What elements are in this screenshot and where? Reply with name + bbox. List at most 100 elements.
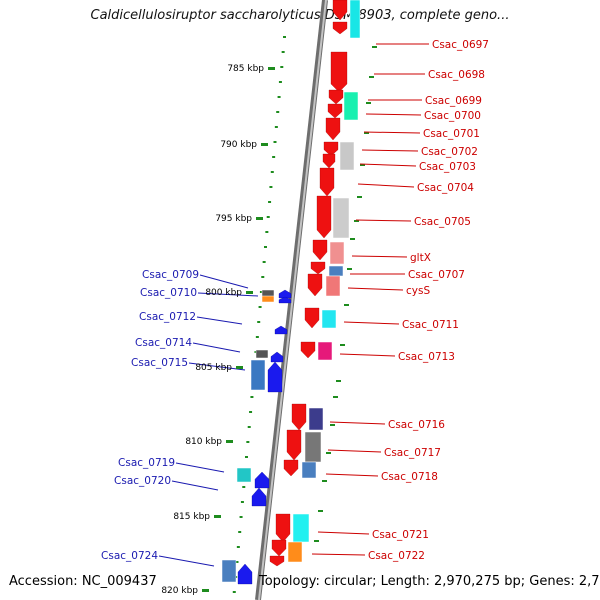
scale-dot (314, 540, 319, 542)
gene-label: Csac_0700 (424, 110, 481, 122)
feature-block (321, 309, 337, 329)
leader-line (361, 149, 419, 152)
scale-tick (214, 515, 221, 518)
scale-dot (249, 411, 253, 413)
gene-label: Csac_0701 (423, 128, 480, 140)
forward-gene-arrow (330, 51, 348, 93)
leader-line (317, 531, 370, 535)
gene-label: Csac_0712 (139, 311, 196, 323)
gene-label: gltX (410, 252, 431, 264)
forward-gene-arrow (304, 307, 320, 329)
gene-features (237, 0, 348, 585)
gene-label: Csac_0722 (368, 550, 425, 562)
scale-dot (235, 561, 239, 563)
leader-line (158, 555, 215, 567)
forward-gene-arrow (325, 117, 341, 141)
scale-label: 800 kbp (205, 288, 242, 298)
forward-gene-arrow (271, 539, 287, 557)
leader-line (355, 219, 412, 222)
scale-dot (261, 276, 265, 278)
scale-label: 805 kbp (195, 363, 232, 373)
scale-dot (326, 452, 331, 454)
gene-label: Csac_0704 (417, 182, 474, 194)
gene-label: Csac_0718 (381, 471, 438, 483)
forward-gene-arrow (322, 153, 336, 169)
feature-block (292, 513, 310, 543)
forward-gene-arrow (312, 239, 328, 261)
scale-dot (372, 46, 377, 48)
forward-gene-arrow (286, 429, 302, 461)
scale-tick (268, 67, 275, 70)
scale-tick (202, 589, 209, 592)
scale-dot (318, 510, 323, 512)
feature-block (287, 541, 303, 563)
scale-label: 795 kbp (215, 214, 252, 224)
scale-label: 820 kbp (161, 586, 198, 596)
scale-dot (265, 231, 269, 233)
reverse-gene-arrow (270, 351, 284, 363)
reverse-gene-arrow (278, 289, 292, 299)
forward-gene-arrow (269, 555, 285, 567)
leader-line (311, 553, 366, 556)
scale-dot (274, 126, 278, 128)
reverse-gene-arrow (267, 361, 283, 393)
scale-tick (261, 143, 268, 146)
forward-gene-arrow (319, 167, 335, 197)
forward-gene-arrow (328, 89, 344, 105)
scale-dot (281, 51, 285, 53)
feature-block (317, 341, 333, 361)
scale-dot (330, 424, 335, 426)
feature-block (332, 197, 350, 239)
scale-dot (364, 132, 369, 134)
scale-dot (369, 76, 374, 78)
scale-dot (278, 81, 282, 83)
feature-block (339, 141, 355, 171)
feature-block (304, 431, 322, 463)
gene-label: Csac_0717 (384, 447, 441, 459)
feature-block (325, 275, 341, 297)
scale-dot (263, 246, 267, 248)
leader-line (327, 449, 382, 453)
leader-line (329, 421, 386, 425)
scale-dot (277, 96, 281, 98)
scale-dot (354, 220, 359, 222)
scale-tick (236, 366, 243, 369)
scale-dot (250, 396, 254, 398)
gene-label: Csac_0711 (402, 319, 459, 331)
accession-text: Accession: NC_009437 (9, 574, 157, 589)
scale-dot (259, 291, 263, 293)
scale-dot (336, 380, 341, 382)
scale-dot (238, 531, 242, 533)
forward-gene-arrow (310, 261, 326, 275)
reverse-gene-arrow (274, 325, 288, 335)
scale-dot (244, 456, 248, 458)
gene-label: Csac_0715 (131, 357, 188, 369)
gene-label: Csac_0709 (142, 269, 199, 281)
leader-line (357, 183, 415, 188)
forward-gene-arrow (323, 141, 339, 157)
gene-label: Csac_0705 (414, 216, 471, 228)
gene-label: Csac_0716 (388, 419, 445, 431)
scale-dot (280, 66, 284, 68)
scale-tick (246, 291, 253, 294)
forward-gene-arrow (283, 459, 299, 477)
map-title: Caldicellulosiruptor saccharolyticus DSM… (90, 8, 510, 23)
gene-label: Csac_0699 (425, 95, 482, 107)
scale-dot (283, 36, 286, 38)
leader-line (325, 473, 379, 477)
scale-dot (255, 336, 259, 338)
gene-label: Csac_0724 (101, 550, 158, 562)
scale-dot (239, 516, 243, 518)
leader-line (347, 287, 404, 291)
leader-line (196, 316, 243, 325)
scale-label: 790 kbp (220, 140, 257, 150)
label-leader-lines (158, 43, 429, 567)
scale-dot (270, 171, 274, 173)
feature-block (328, 265, 344, 277)
gene-label: Csac_0697 (432, 39, 489, 51)
leader-line (171, 480, 219, 491)
leader-line (359, 163, 417, 167)
scale-dot (266, 216, 270, 218)
